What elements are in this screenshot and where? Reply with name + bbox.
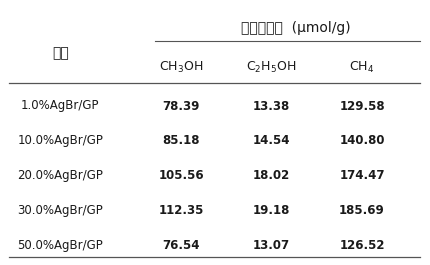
Text: 碳氢化合物  (μmol/g): 碳氢化合物 (μmol/g): [241, 21, 350, 35]
Text: 174.47: 174.47: [338, 169, 384, 182]
Text: 13.38: 13.38: [252, 99, 289, 113]
Text: CH$_3$OH: CH$_3$OH: [159, 60, 203, 75]
Text: 78.39: 78.39: [162, 99, 199, 113]
Text: 19.18: 19.18: [252, 204, 289, 217]
Text: 105.56: 105.56: [158, 169, 203, 182]
Text: 85.18: 85.18: [162, 134, 200, 147]
Text: 126.52: 126.52: [338, 238, 384, 252]
Text: 112.35: 112.35: [158, 204, 203, 217]
Text: 10.0%AgBr/GP: 10.0%AgBr/GP: [17, 134, 103, 147]
Text: 140.80: 140.80: [338, 134, 384, 147]
Text: 129.58: 129.58: [338, 99, 384, 113]
Text: 13.07: 13.07: [252, 238, 289, 252]
Text: 18.02: 18.02: [252, 169, 289, 182]
Text: 1.0%AgBr/GP: 1.0%AgBr/GP: [21, 99, 99, 113]
Text: 185.69: 185.69: [338, 204, 384, 217]
Text: 30.0%AgBr/GP: 30.0%AgBr/GP: [18, 204, 103, 217]
Text: C$_2$H$_5$OH: C$_2$H$_5$OH: [246, 60, 296, 75]
Text: 20.0%AgBr/GP: 20.0%AgBr/GP: [17, 169, 103, 182]
Text: 50.0%AgBr/GP: 50.0%AgBr/GP: [18, 238, 103, 252]
Text: 样品: 样品: [52, 46, 68, 60]
Text: CH$_4$: CH$_4$: [349, 60, 374, 75]
Text: 14.54: 14.54: [252, 134, 290, 147]
Text: 76.54: 76.54: [162, 238, 200, 252]
